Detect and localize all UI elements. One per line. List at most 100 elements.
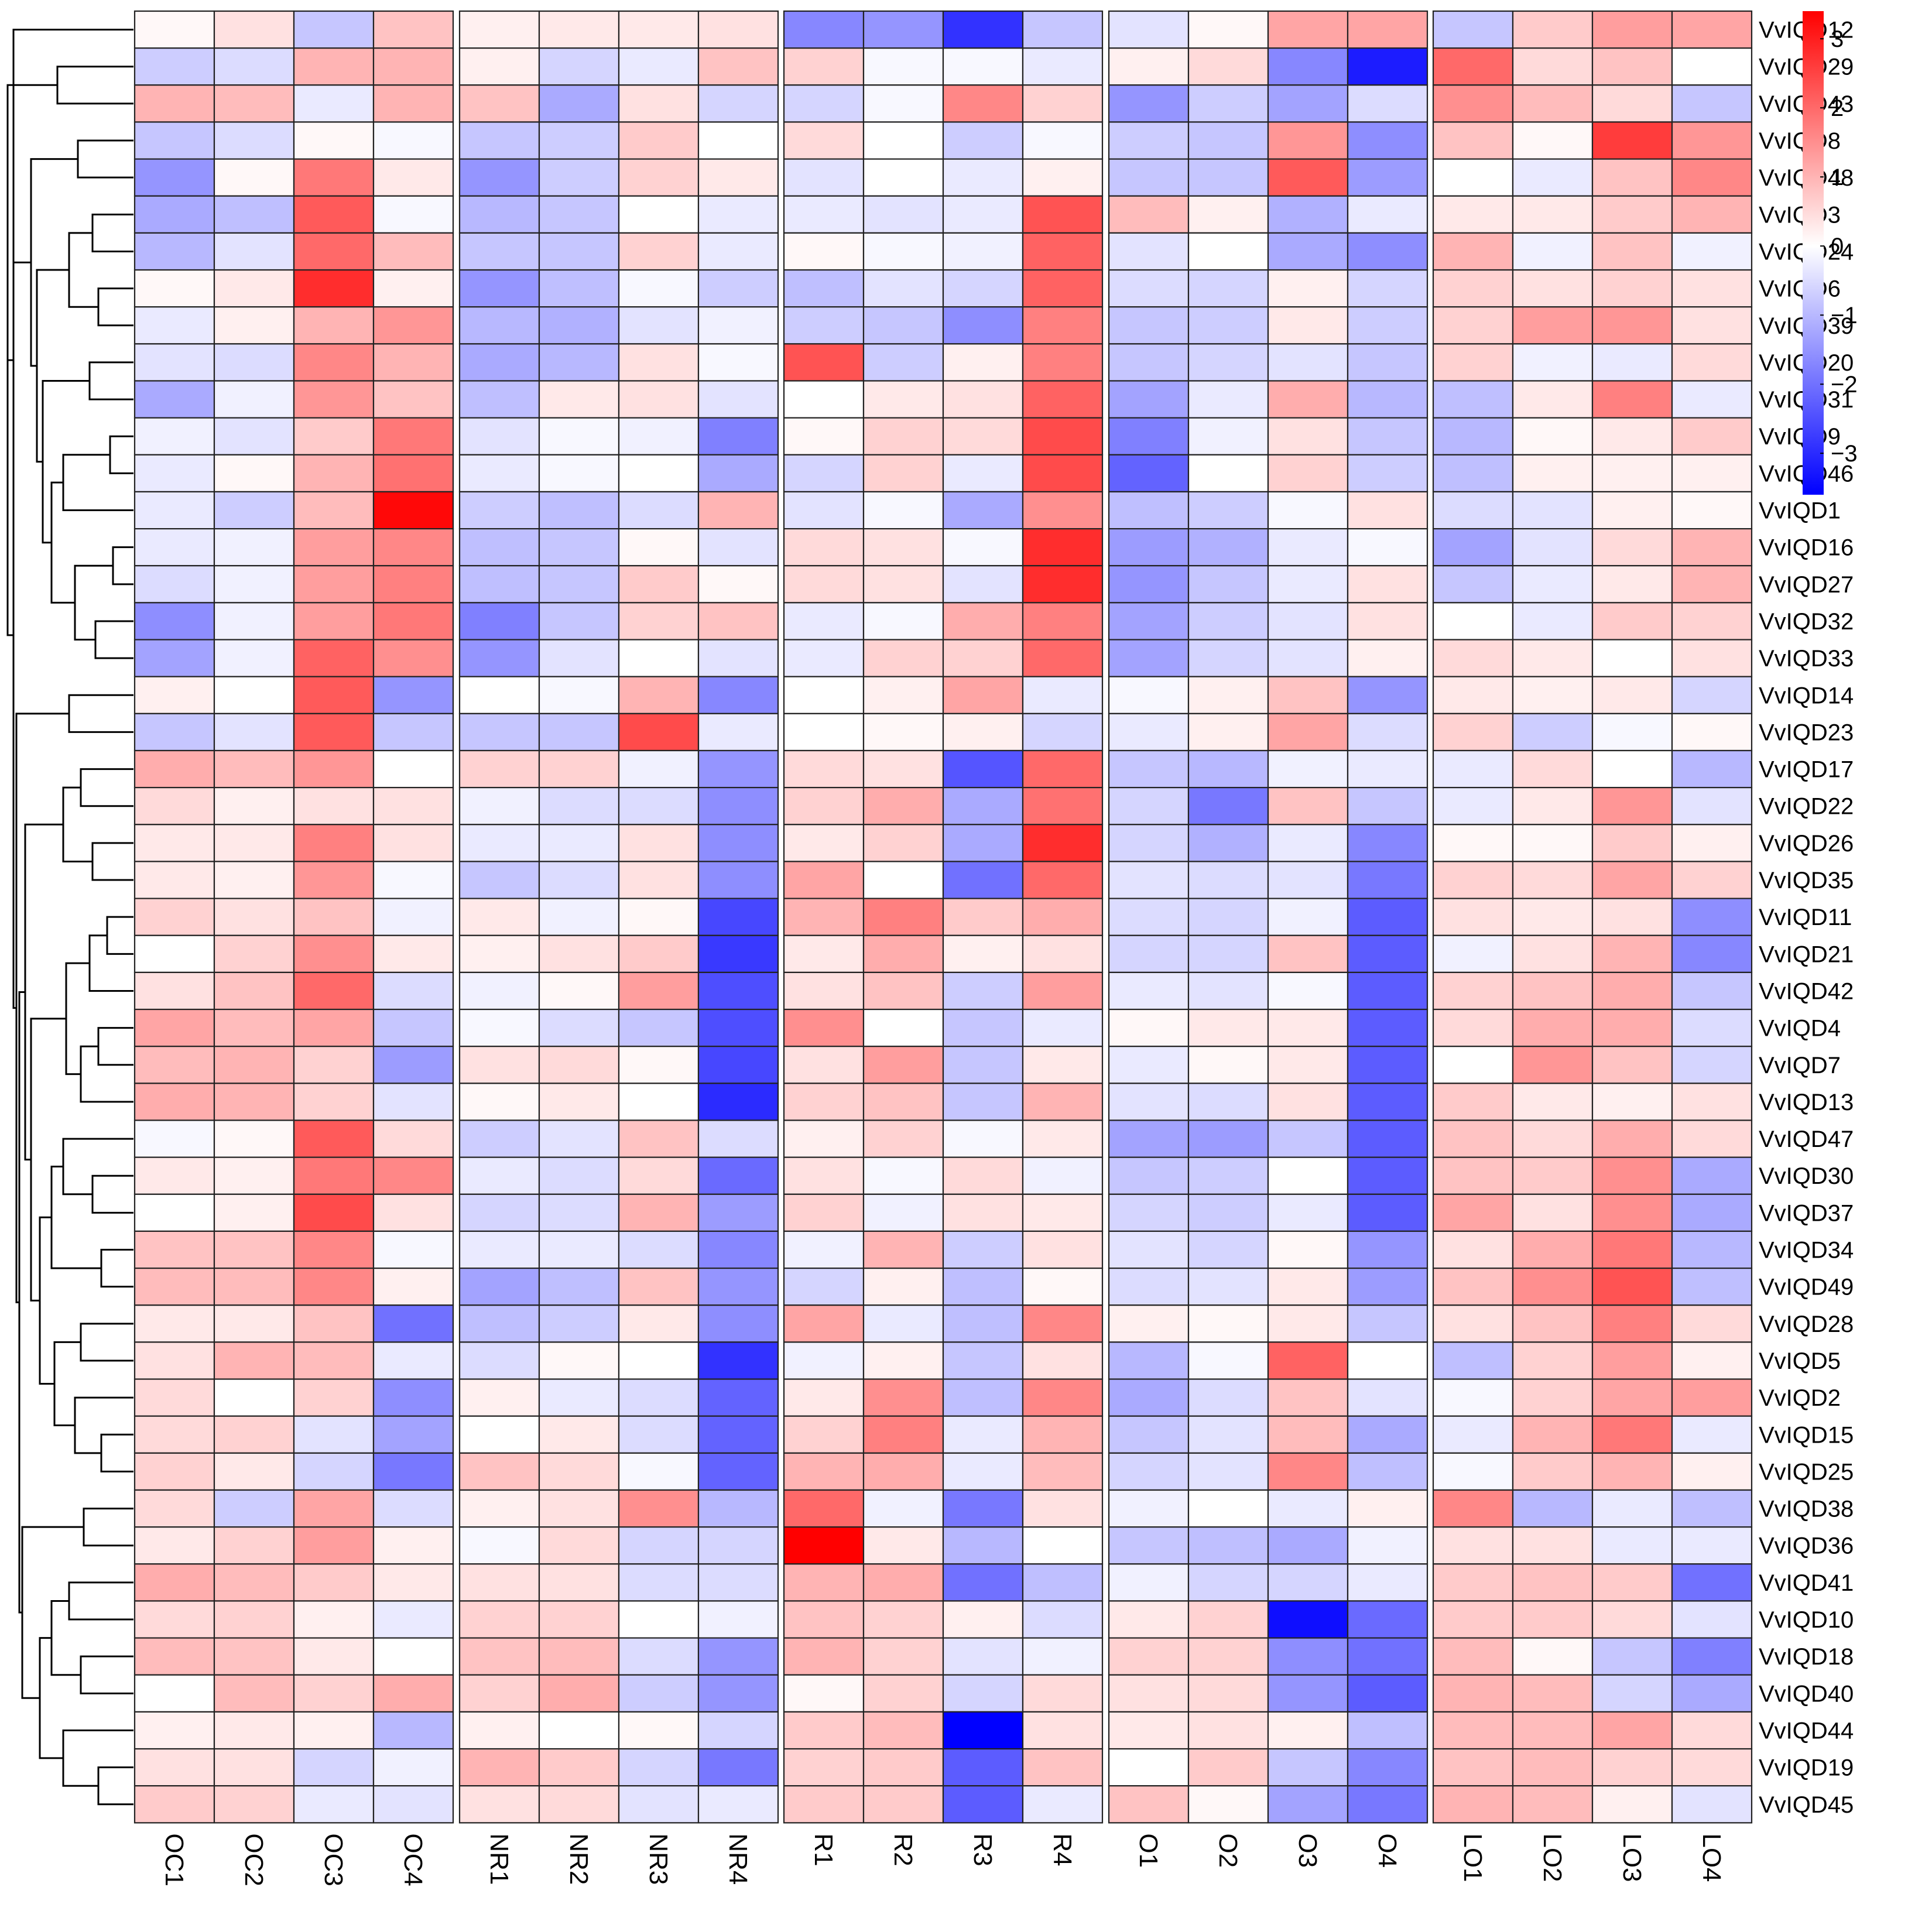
heatmap-cell: [1267, 787, 1349, 826]
heatmap-cell: [1512, 121, 1594, 160]
heatmap-cell: [1512, 971, 1594, 1011]
heatmap-cell: [1347, 1008, 1429, 1047]
heatmap-cell: [697, 528, 779, 567]
heatmap-cell: [618, 676, 700, 714]
heatmap-cell: [862, 713, 944, 752]
heatmap-cell: [1591, 971, 1673, 1011]
heatmap-cell: [1187, 47, 1269, 86]
heatmap-cell: [293, 787, 375, 826]
heatmap-cell: [1267, 84, 1349, 123]
heatmap-cell: [1432, 1156, 1514, 1195]
row-label: VvIQD44: [1759, 1718, 1854, 1744]
heatmap-cell: [1347, 454, 1429, 493]
heatmap-cell: [697, 10, 779, 49]
heatmap-cell: [1187, 1637, 1269, 1676]
heatmap-cell: [1022, 713, 1104, 752]
heatmap-cell: [538, 1711, 620, 1750]
heatmap-cell: [293, 1637, 375, 1676]
heatmap-cell: [372, 787, 454, 826]
row-label: VvIQD45: [1759, 1792, 1854, 1818]
heatmap-cell: [372, 343, 454, 382]
heatmap-cell: [372, 1748, 454, 1787]
heatmap-cell: [862, 861, 944, 899]
color-legend: 3 2 1 0 −1 −2 −3: [1803, 11, 1858, 495]
dendrogram-branch: [50, 1165, 101, 1269]
heatmap-cell: [1187, 380, 1269, 419]
heatmap-cell: [372, 269, 454, 308]
heatmap-cell: [1671, 306, 1753, 345]
dendrogram-branch: [97, 1766, 133, 1806]
heatmap-cell: [1347, 269, 1429, 308]
heatmap-cell: [372, 195, 454, 234]
heatmap-cell: [942, 971, 1024, 1011]
heatmap-cell: [458, 1637, 540, 1676]
heatmap-cell: [1267, 1008, 1349, 1047]
heatmap-cell: [1108, 343, 1190, 382]
heatmap-cell: [618, 1711, 700, 1750]
heatmap-cell: [213, 676, 295, 714]
heatmap-cell: [1022, 934, 1104, 974]
heatmap-cell: [1347, 1674, 1429, 1713]
heatmap-cell: [1187, 528, 1269, 567]
heatmap-cell: [1022, 1563, 1104, 1602]
row-label: VvIQD22: [1759, 794, 1854, 820]
heatmap-cell: [372, 454, 454, 493]
heatmap-cell: [1591, 1341, 1673, 1380]
heatmap-cell: [862, 84, 944, 123]
heatmap-cell: [1108, 1230, 1190, 1269]
heatmap-cell: [1267, 971, 1349, 1011]
heatmap-cell: [133, 1119, 215, 1158]
heatmap-cell: [942, 1785, 1024, 1824]
heatmap-cell: [458, 824, 540, 862]
legend-tick-label: 2: [1831, 95, 1844, 121]
heatmap-cell: [293, 861, 375, 899]
heatmap-cell: [213, 306, 295, 345]
heatmap-cell: [213, 343, 295, 382]
heatmap-cell: [862, 1268, 944, 1306]
heatmap-cell: [697, 417, 779, 456]
heatmap-cell: [133, 1193, 215, 1232]
heatmap-cell: [697, 676, 779, 714]
heatmap-cell: [213, 417, 295, 456]
dendrogram-branch: [91, 1174, 133, 1214]
heatmap-cell: [538, 343, 620, 382]
heatmap-cell: [783, 1711, 865, 1750]
heatmap-cell: [1347, 1304, 1429, 1343]
row-label: VvIQD41: [1759, 1570, 1854, 1596]
heatmap-cell: [697, 824, 779, 862]
heatmap-cell: [1347, 417, 1429, 456]
legend-tick-label: 0: [1831, 234, 1844, 259]
heatmap-cell: [697, 1008, 779, 1047]
heatmap-cell: [1591, 343, 1673, 382]
row-label: VvIQD17: [1759, 757, 1854, 783]
heatmap-cell: [1267, 1268, 1349, 1306]
heatmap-cell: [1347, 1526, 1429, 1565]
row-label: VvIQD15: [1759, 1422, 1854, 1448]
heatmap-cell: [458, 10, 540, 49]
heatmap-cell: [1187, 1711, 1269, 1750]
heatmap-cell: [1512, 1008, 1594, 1047]
heatmap-cell: [618, 1156, 700, 1195]
heatmap-cell: [1347, 934, 1429, 974]
heatmap-cell: [1108, 269, 1190, 308]
heatmap-cell: [1187, 491, 1269, 530]
heatmap-cell: [1022, 1415, 1104, 1454]
heatmap-cell: [293, 1785, 375, 1824]
heatmap-cell: [697, 1748, 779, 1787]
heatmap-cell: [1187, 713, 1269, 752]
heatmap-cell: [1671, 121, 1753, 160]
heatmap-cell: [618, 639, 700, 677]
row-label: VvIQD7: [1759, 1053, 1841, 1078]
heatmap-cell: [458, 898, 540, 936]
heatmap-cell: [538, 306, 620, 345]
heatmap-cell: [942, 1341, 1024, 1380]
heatmap-cell: [942, 1452, 1024, 1491]
heatmap-cell: [538, 861, 620, 899]
heatmap-cell: [1432, 1748, 1514, 1787]
heatmap-cell: [697, 84, 779, 123]
heatmap-cell: [1108, 1304, 1190, 1343]
dendrogram-branch: [88, 934, 133, 992]
heatmap-cell: [1347, 1268, 1429, 1306]
heatmap-cell: [538, 1378, 620, 1417]
heatmap-cell: [1022, 195, 1104, 234]
